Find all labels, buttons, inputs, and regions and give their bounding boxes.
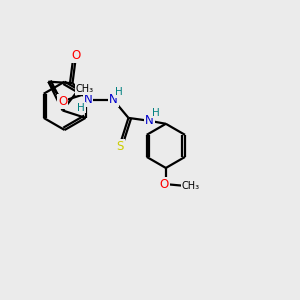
Text: H: H — [77, 103, 85, 112]
Text: S: S — [116, 140, 124, 153]
Text: O: O — [160, 178, 169, 191]
Text: O: O — [71, 49, 81, 62]
Text: H: H — [115, 87, 123, 97]
Text: O: O — [58, 95, 67, 108]
Text: CH₃: CH₃ — [76, 84, 94, 94]
Text: N: N — [110, 93, 118, 106]
Text: CH₃: CH₃ — [182, 181, 200, 190]
Text: N: N — [84, 93, 92, 106]
Text: N: N — [145, 114, 154, 127]
Text: H: H — [152, 108, 159, 118]
